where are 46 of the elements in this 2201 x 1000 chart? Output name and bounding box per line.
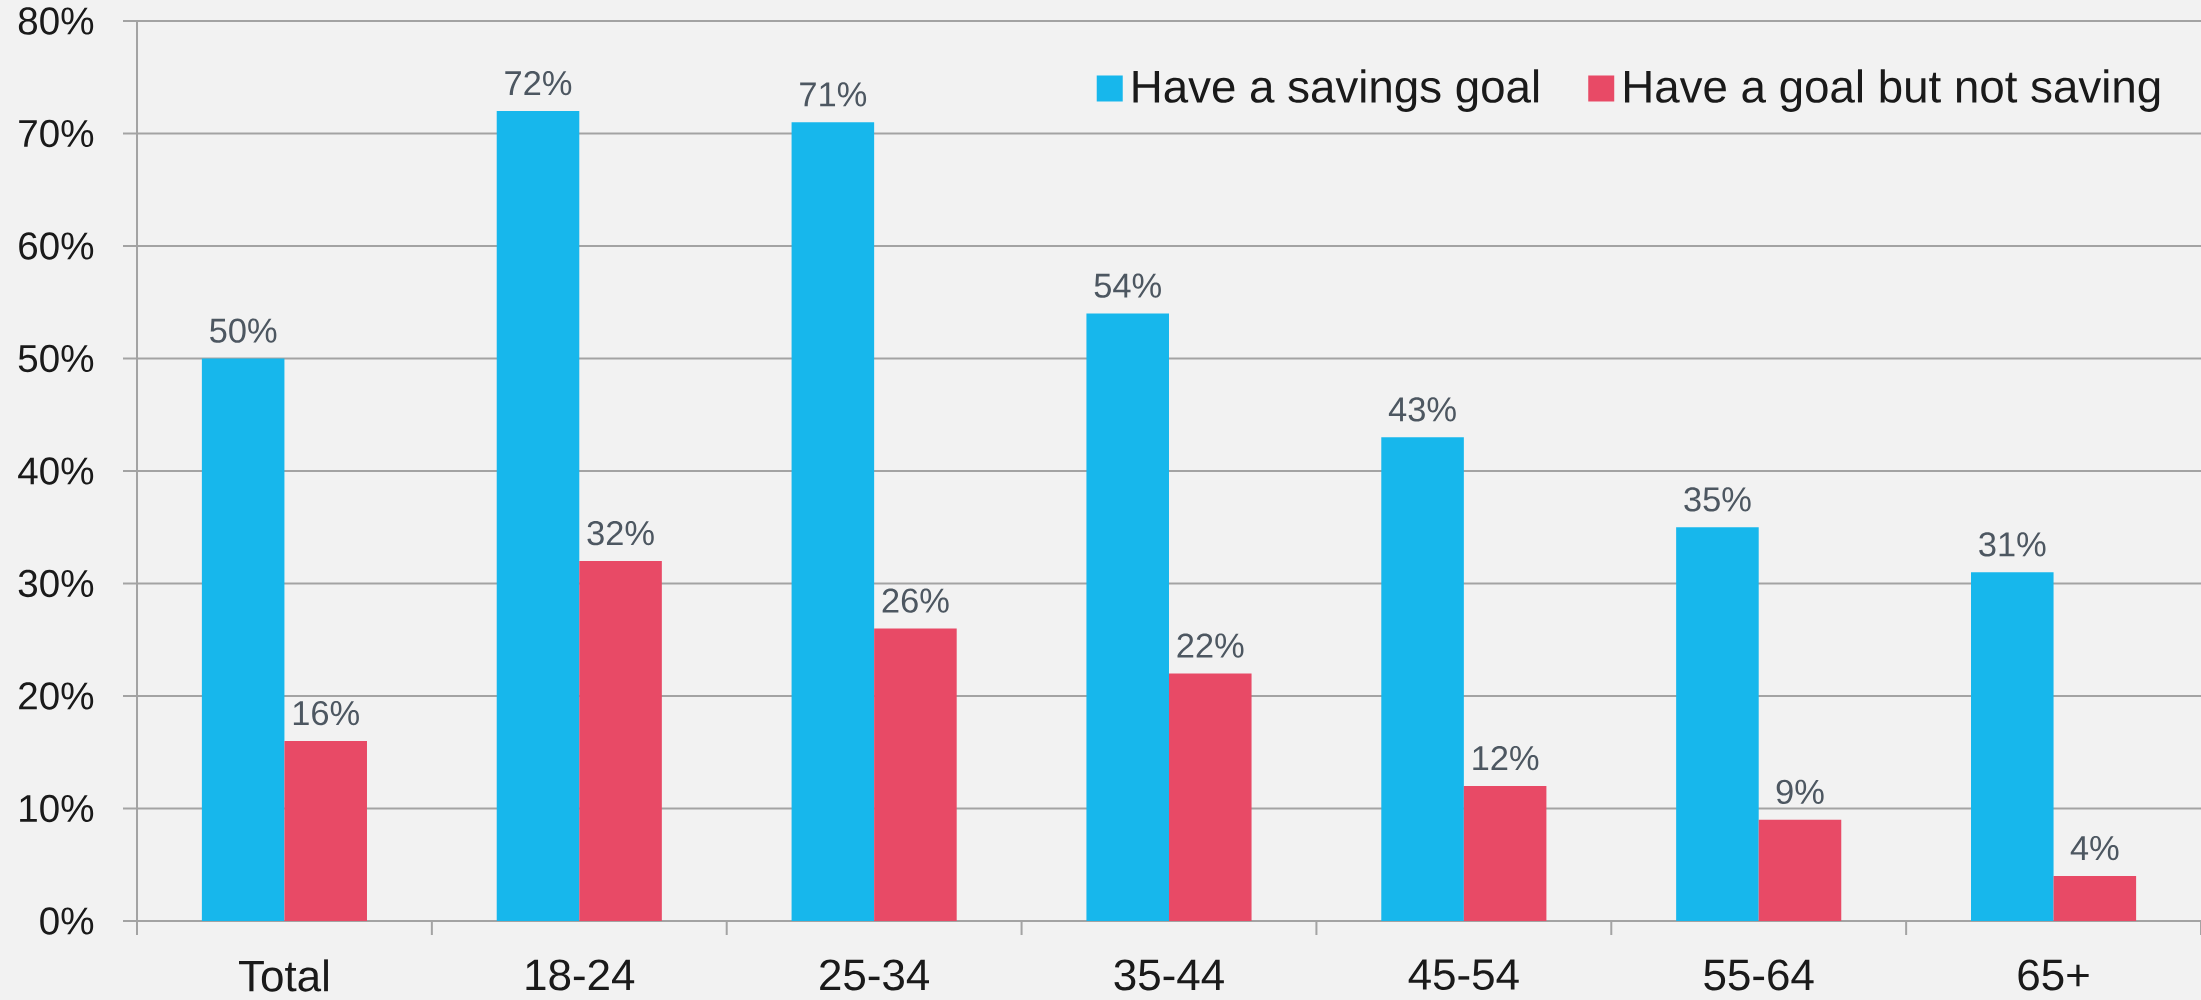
y-tick-label: 40% (18, 457, 94, 485)
bar (1381, 437, 1464, 921)
data-label: 35% (1684, 487, 1751, 512)
bar (1463, 786, 1547, 921)
x-tick-label: 45-54 (1408, 959, 1519, 991)
x-tick-label: 65+ (2018, 959, 2089, 991)
bar (2053, 875, 2137, 921)
bar (1676, 527, 1759, 921)
y-tick-label: 50% (18, 344, 94, 373)
bar (1086, 313, 1169, 921)
data-label: 9% (1776, 779, 1824, 805)
data-label: 43% (1388, 397, 1456, 422)
bar (579, 560, 662, 921)
data-label: 16% (293, 700, 359, 726)
legend-label: Have a goal but not saving (1625, 69, 2160, 112)
legend-label: Have a savings goal (1133, 69, 1539, 112)
y-tick-label: 10% (20, 794, 94, 823)
x-tick-label: 55-64 (1704, 959, 1814, 991)
data-label: 72% (505, 70, 572, 96)
data-label: 32% (587, 520, 654, 546)
data-label: 50% (210, 318, 277, 343)
x-tick-label: 25-34 (820, 959, 930, 991)
data-label: 54% (1094, 273, 1161, 298)
bar (1758, 819, 1842, 921)
bar (1971, 572, 2054, 921)
data-label: 12% (1473, 745, 1539, 771)
bar (201, 358, 285, 921)
y-tick-label: 30% (18, 569, 94, 598)
data-label: 71% (800, 82, 867, 107)
data-label: 22% (1177, 633, 1244, 658)
y-tick-label: 0% (40, 907, 94, 935)
bar (791, 122, 875, 921)
bar (874, 628, 957, 921)
y-tick-label: 60% (19, 232, 94, 260)
bar (496, 111, 580, 921)
data-label: 4% (2070, 836, 2119, 861)
x-tick-label: 18-24 (526, 959, 635, 991)
y-tick-label: 80% (18, 7, 94, 35)
bar (284, 740, 367, 921)
data-label: 31% (1979, 532, 2046, 557)
data-label: 26% (882, 588, 949, 613)
x-tick-label: 35-44 (1114, 959, 1224, 991)
y-tick-label: 20% (19, 682, 94, 710)
y-tick-label: 70% (19, 119, 94, 148)
x-tick-label: Total (239, 959, 328, 992)
bar (1168, 673, 1252, 921)
